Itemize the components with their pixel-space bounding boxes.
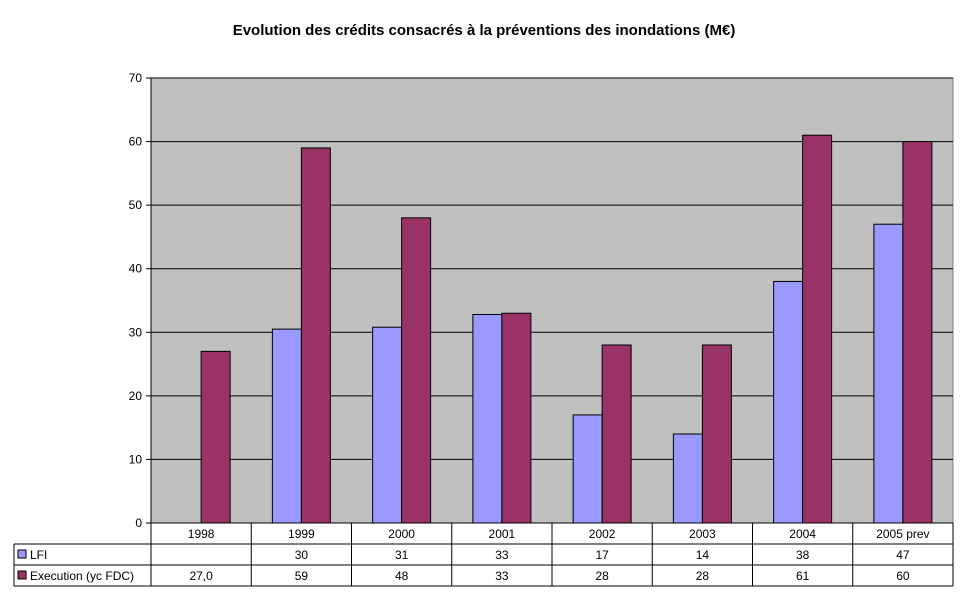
bar [200,350,231,524]
table-value: 31 [395,548,409,562]
table-value: 48 [395,569,409,583]
bar [873,223,904,524]
table-value: 27,0 [189,569,213,583]
table-value: 33 [495,569,509,583]
legend-swatch [17,570,27,580]
bar [501,312,532,524]
bar [701,344,732,524]
category-label: 2002 [589,527,616,541]
y-tick-label: 0 [135,516,142,530]
series-label: LFI [30,548,47,562]
table-value: 28 [696,569,710,583]
bar [802,134,833,524]
table-value: 33 [495,548,509,562]
table-value: 38 [796,548,810,562]
bar [572,414,603,524]
category-label: 2005 prev [876,527,929,541]
plot-area [150,77,954,524]
legend-swatch [17,549,27,559]
bar [902,141,933,524]
bar [271,328,302,524]
data-table: 1998 1999 2000 2001 2002 2003 2004 2005 prev LFI… [13,523,954,587]
y-tick-label: 60 [129,135,143,149]
y-tick-label: 10 [129,452,143,466]
table-value: 17 [595,548,609,562]
category-label: 1999 [288,527,315,541]
table-value: 61 [796,569,810,583]
bar [472,313,503,524]
bar [401,217,432,524]
category-label: 2004 [789,527,816,541]
table-value: 59 [295,569,309,583]
y-tick-label: 30 [129,325,143,339]
bar [672,433,703,524]
category-label: 2000 [388,527,415,541]
table-value: 30 [295,548,309,562]
table-value: 47 [896,548,910,562]
bar [601,344,632,524]
bar [773,280,804,524]
y-tick-label: 50 [129,198,143,212]
bar [372,326,403,524]
table-value: 28 [595,569,609,583]
bar [300,147,331,524]
table-value: 60 [896,569,910,583]
y-tick-label: 70 [129,71,143,85]
category-label: 1998 [188,527,215,541]
category-label: 2001 [489,527,516,541]
y-axis: 0 10 20 30 40 50 60 70 [129,71,953,530]
series-label: Execution (yc FDC) [30,569,134,583]
table-value: 14 [696,548,710,562]
bars [200,134,933,524]
chart-title: Evolution des crédits consacrés à la pré… [233,22,736,39]
y-tick-label: 40 [129,262,143,276]
y-tick-label: 20 [129,389,143,403]
category-label: 2003 [689,527,716,541]
